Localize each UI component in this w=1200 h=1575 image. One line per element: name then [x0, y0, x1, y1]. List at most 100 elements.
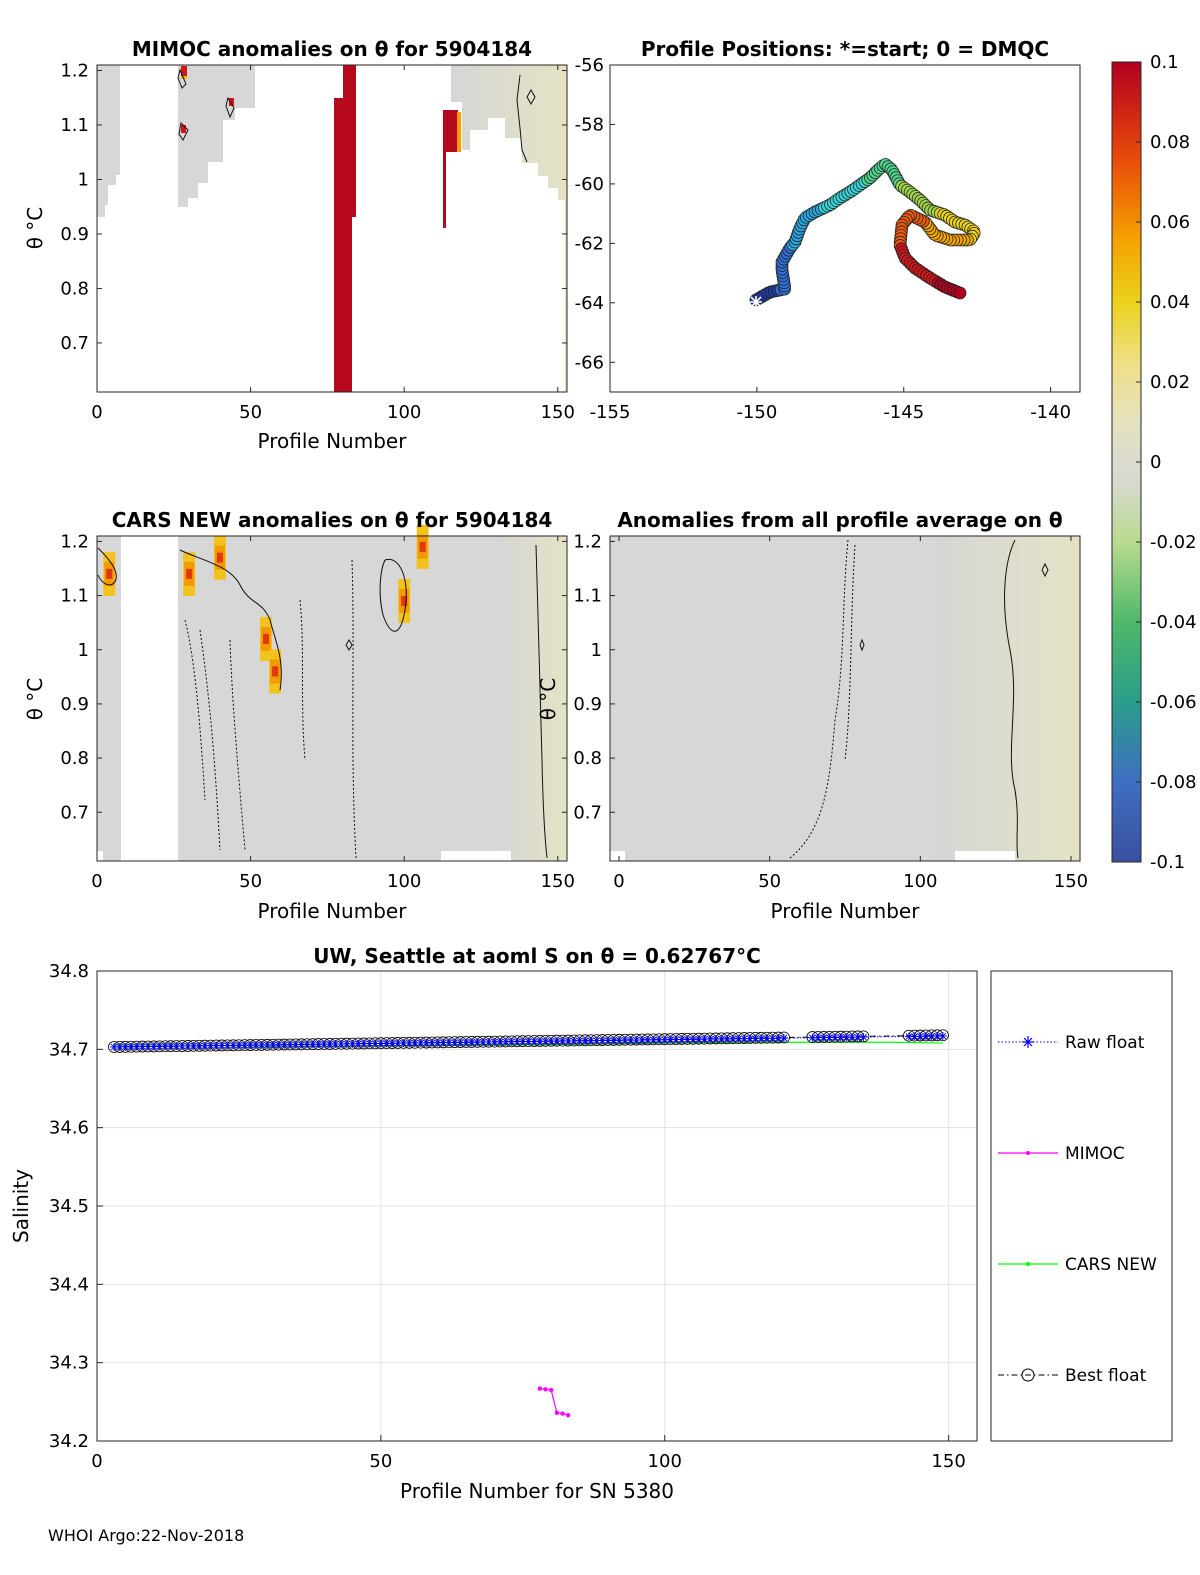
- raw-float-point: [586, 1036, 595, 1045]
- profile-position-point: [953, 286, 967, 300]
- raw-float-point: [751, 1034, 760, 1043]
- raw-float-point: [609, 1036, 618, 1045]
- raw-float-point: [161, 1042, 170, 1051]
- raw-float-point: [643, 1035, 652, 1044]
- raw-float-point: [501, 1037, 510, 1046]
- raw-float-point: [524, 1037, 533, 1046]
- raw-float-point: [240, 1041, 249, 1050]
- cars-title: CARS NEW anomalies on θ for 5904184: [112, 508, 553, 532]
- salinity-title: UW, Seattle at aoml S on θ = 0.62767°C: [313, 944, 761, 968]
- raw-float-point: [757, 1034, 766, 1043]
- y-tick-label: 1: [78, 640, 89, 661]
- y-tick-label: 1.1: [60, 115, 89, 136]
- positions-points: [749, 158, 981, 307]
- mimoc-ylabel: θ °C: [23, 207, 47, 250]
- raw-float-point: [916, 1032, 925, 1041]
- legend-label-mimoc: MIMOC: [1065, 1144, 1125, 1164]
- raw-float-point: [541, 1037, 550, 1046]
- raw-float-point: [825, 1033, 834, 1042]
- mimoc-patch-c: [443, 110, 458, 152]
- raw-float-point: [303, 1040, 312, 1049]
- cars-panel: 0 50 100 150 0.7 0.8 0.9 1 1.1 1.2 CARS NEW anoma…: [23, 508, 575, 923]
- y-tick-label: 0.8: [60, 748, 89, 769]
- y-tick-label: 1.2: [60, 60, 89, 81]
- raw-float-point: [217, 1041, 226, 1050]
- x-tick-label: 150: [1054, 871, 1088, 892]
- x-tick-label: 100: [387, 402, 421, 423]
- x-tick-label: 50: [369, 1451, 392, 1472]
- raw-float-point: [382, 1039, 391, 1048]
- mimoc-xlabel: Profile Number: [258, 429, 408, 453]
- circle-marker-icon: [1021, 1368, 1035, 1382]
- raw-float-point: [660, 1035, 669, 1044]
- raw-float-point: [178, 1042, 187, 1051]
- raw-float-point: [263, 1040, 272, 1049]
- raw-float-point: [666, 1035, 675, 1044]
- average-ticks: 0 50 100 150 0.7 0.8 0.9 1 1.1 1.2 θ °C: [536, 531, 1088, 892]
- x-tick-label: 50: [239, 402, 262, 423]
- raw-float-point: [110, 1042, 119, 1051]
- raw-float-point: [132, 1042, 141, 1051]
- mimoc-title: MIMOC anomalies on θ for 5904184: [132, 37, 532, 61]
- raw-float-point: [410, 1039, 419, 1047]
- mimoc-axes-box: [96, 64, 568, 393]
- mimoc-field: [97, 65, 567, 392]
- raw-float-point: [342, 1039, 351, 1048]
- raw-float-point: [626, 1036, 635, 1045]
- mimoc-contour-right: [516, 74, 528, 163]
- raw-float-point: [388, 1039, 397, 1048]
- hotspot-core: [401, 596, 408, 606]
- mimoc-field-block-right: [451, 65, 567, 392]
- legend-label-cars-new: CARS NEW: [1065, 1255, 1157, 1275]
- average-contour-diamond: [859, 562, 1049, 652]
- raw-float-point: [155, 1042, 164, 1051]
- raw-float-point: [547, 1037, 556, 1046]
- raw-float-point: [200, 1041, 209, 1050]
- raw-float-point: [717, 1034, 726, 1043]
- raw-float-point: [632, 1036, 641, 1045]
- positions-panel: -155 -150 -145 -140 -56 -58 -60 -62 -64 -66 Profi…: [575, 37, 1081, 423]
- cars-field: [97, 536, 567, 861]
- raw-float-point: [450, 1038, 459, 1047]
- raw-float-point: [320, 1040, 329, 1049]
- mimoc-patch-c-tail: [443, 152, 446, 228]
- salinity-panel: 0 50 100 150 34.8 34.7 34.6 34.5 34.4 34.3 34.2 UW…: [9, 944, 978, 1503]
- colorbar-tick-label: -0.08: [1150, 772, 1197, 793]
- dot-marker-icon: [1026, 1151, 1030, 1155]
- raw-float-point: [649, 1035, 658, 1044]
- cars-contours: [97, 544, 548, 859]
- dot-marker-icon: [1026, 1262, 1030, 1266]
- colorbar-tick-label: -0.04: [1150, 612, 1197, 633]
- raw-float-point: [933, 1032, 942, 1041]
- y-tick-label: -58: [575, 114, 604, 135]
- colorbar-tick-label: 0: [1150, 452, 1161, 473]
- average-axes-box: [609, 535, 1081, 862]
- mimoc-contour: [177, 68, 235, 141]
- cars-field-gap-left: [97, 851, 103, 861]
- raw-float-point: [848, 1033, 857, 1042]
- x-tick-label: 150: [931, 1451, 965, 1472]
- y-tick-label: -64: [575, 293, 604, 314]
- raw-float-point: [348, 1039, 357, 1048]
- raw-float-point: [223, 1041, 232, 1050]
- raw-float-point: [740, 1034, 749, 1043]
- y-tick-label: 0.9: [60, 694, 89, 715]
- average-field-warm: [940, 536, 1080, 861]
- legend-item-best-float: Best float: [998, 1366, 1147, 1386]
- y-tick-label: 1.1: [60, 586, 89, 607]
- mimoc-point: [543, 1387, 548, 1392]
- raw-float-point: [138, 1042, 147, 1051]
- raw-float-point: [365, 1039, 374, 1048]
- salinity-series: [108, 1029, 949, 1418]
- raw-float-point: [274, 1040, 283, 1049]
- raw-float-point: [212, 1041, 221, 1050]
- x-tick-label: 150: [541, 402, 575, 423]
- raw-float-point: [621, 1036, 629, 1045]
- raw-float-point: [325, 1040, 334, 1049]
- salinity-ticks: 0 50 100 150 34.8 34.7 34.6 34.5 34.4 34.3 34.2: [49, 961, 966, 1472]
- raw-float-point: [564, 1036, 573, 1045]
- raw-float-point: [927, 1032, 936, 1041]
- cars-xlabel: Profile Number: [258, 899, 408, 923]
- cars-hotspots: [103, 524, 429, 694]
- colorbar-tick-label: 0.1: [1150, 52, 1179, 73]
